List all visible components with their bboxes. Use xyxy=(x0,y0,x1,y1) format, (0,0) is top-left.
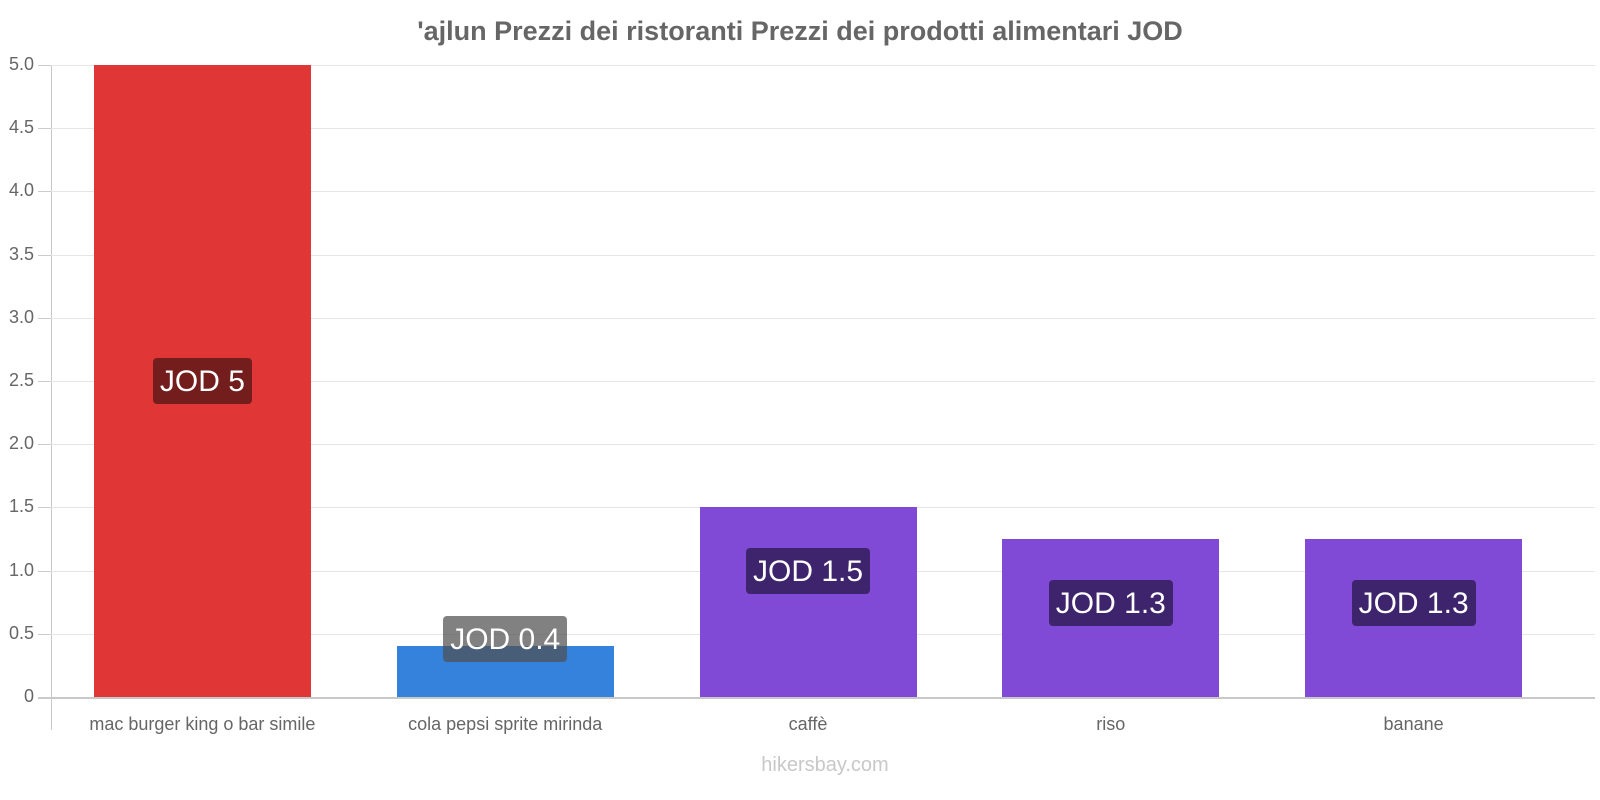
x-category-label: cola pepsi sprite mirinda xyxy=(408,714,603,734)
y-tick-mark xyxy=(38,697,51,698)
y-tick-label: 3.0 xyxy=(8,307,34,327)
gridline xyxy=(51,318,1595,319)
y-tick-label: 0.5 xyxy=(8,623,34,643)
y-tick-label: 3.5 xyxy=(8,244,34,264)
y-tick-label: 2.5 xyxy=(8,370,34,390)
y-tick-mark xyxy=(38,634,51,635)
bar-value-label: JOD 0.4 xyxy=(443,616,568,663)
y-axis xyxy=(51,65,52,730)
y-tick-label: 1.0 xyxy=(8,560,34,580)
gridline xyxy=(51,191,1595,192)
y-tick-mark xyxy=(38,318,51,319)
gridline xyxy=(51,65,1595,66)
x-category-label: banane xyxy=(1383,714,1444,734)
y-tick-label: 4.5 xyxy=(8,117,34,137)
gridline xyxy=(51,255,1595,256)
bar[interactable] xyxy=(699,507,917,697)
bar-value-label: JOD 1.3 xyxy=(1048,580,1173,626)
gridline xyxy=(51,381,1595,382)
bar-value-label: JOD 1.5 xyxy=(746,548,871,595)
y-tick-label: 1.5 xyxy=(8,496,34,516)
y-tick-mark xyxy=(38,128,51,129)
x-category-label: riso xyxy=(1096,714,1126,734)
y-tick-label: 0 xyxy=(23,686,34,706)
y-tick-mark xyxy=(38,255,51,256)
y-tick-label: 5.0 xyxy=(8,54,34,74)
y-tick-mark xyxy=(38,65,51,66)
y-tick-mark xyxy=(38,191,51,192)
watermark: hikersbay.com xyxy=(761,754,889,776)
y-tick-mark xyxy=(38,444,51,445)
bar-value-label: JOD 1.3 xyxy=(1351,580,1476,626)
x-category-label: caffè xyxy=(788,714,828,734)
bar-value-label: JOD 5 xyxy=(152,358,252,404)
y-tick-label: 4.0 xyxy=(8,180,34,200)
x-category-label: mac burger king o bar simile xyxy=(89,714,316,734)
y-tick-mark xyxy=(38,571,51,572)
y-tick-mark xyxy=(38,381,51,382)
y-tick-label: 2.0 xyxy=(8,433,34,453)
x-axis xyxy=(38,697,1595,699)
y-tick-mark xyxy=(38,507,51,508)
gridline xyxy=(51,444,1595,445)
chart-title: 'ajlun Prezzi dei ristoranti Prezzi dei … xyxy=(417,16,1183,46)
gridline xyxy=(51,128,1595,129)
